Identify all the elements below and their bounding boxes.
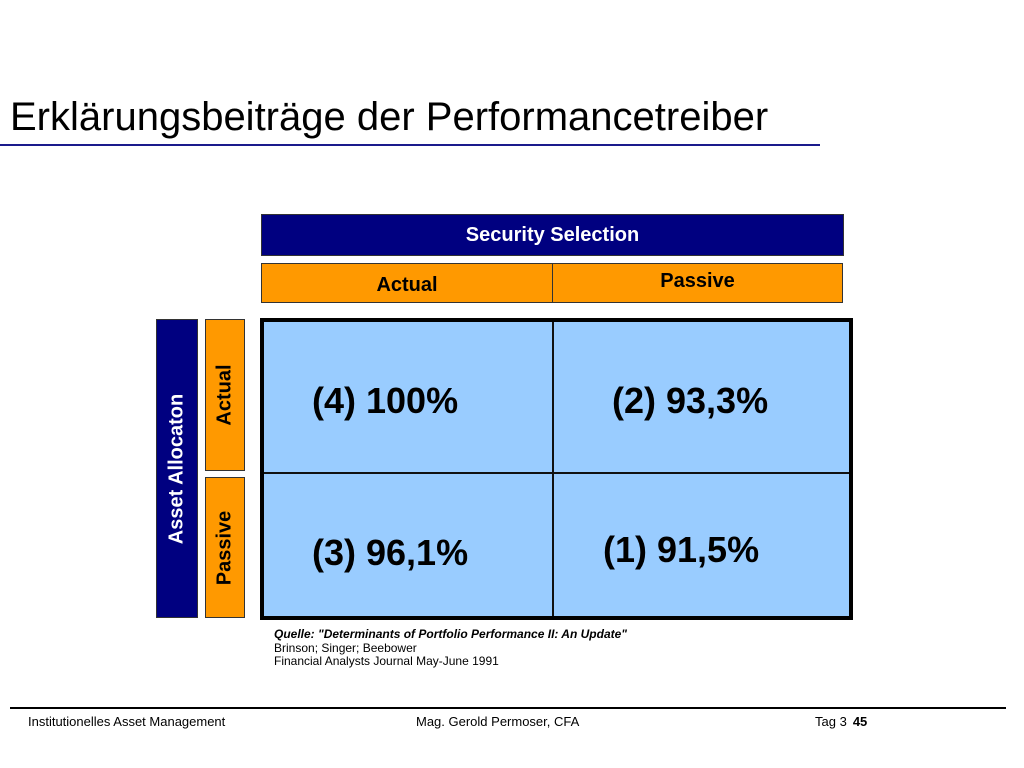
row-header-actual: Actual [205,319,245,471]
cell-actual-passive: (2) 93,3% [612,380,769,421]
footer-author: Mag. Gerold Permoser, CFA [416,714,580,729]
cell-actual-actual: (4) 100% [312,380,459,421]
column-header-passive: Passive [552,263,843,303]
cell-passive-actual: (3) 96,1% [312,532,469,573]
cell-passive-passive: (1) 91,5% [603,529,760,570]
source-authors: Brinson; Singer; Beebower [274,640,417,655]
column-header-actual: Actual [261,263,553,303]
performance-matrix: (4) 100% (2) 93,3% (3) 96,1% (1) 91,5% [260,318,853,620]
row-header-passive-label: Passive [213,510,236,585]
page-number: 45 [852,714,868,729]
footer-course: Institutionelles Asset Management [28,714,226,729]
asset-allocation-header: Asset Allocaton [156,319,198,618]
row-header-passive: Passive [205,477,245,618]
source-quote: Quelle: "Determinants of Portfolio Perfo… [274,627,627,641]
security-selection-header: Security Selection [261,214,844,256]
footer-day: Tag 3 [815,714,847,729]
asset-allocation-label: Asset Allocaton [165,393,188,544]
matrix-divider-horizontal [264,472,849,474]
source-journal: Financial Analysts Journal May-June 1991 [274,654,499,668]
source-citation: Quelle: "Determinants of Portfolio Perfo… [274,627,627,669]
footer-divider [10,707,1006,709]
slide-title: Erklärungsbeiträge der Performancetreibe… [10,95,769,139]
title-underline [0,144,820,146]
row-header-actual-label: Actual [213,364,236,426]
footer-page-info: Tag 3 45 [815,714,867,729]
matrix-divider-vertical [552,322,554,616]
